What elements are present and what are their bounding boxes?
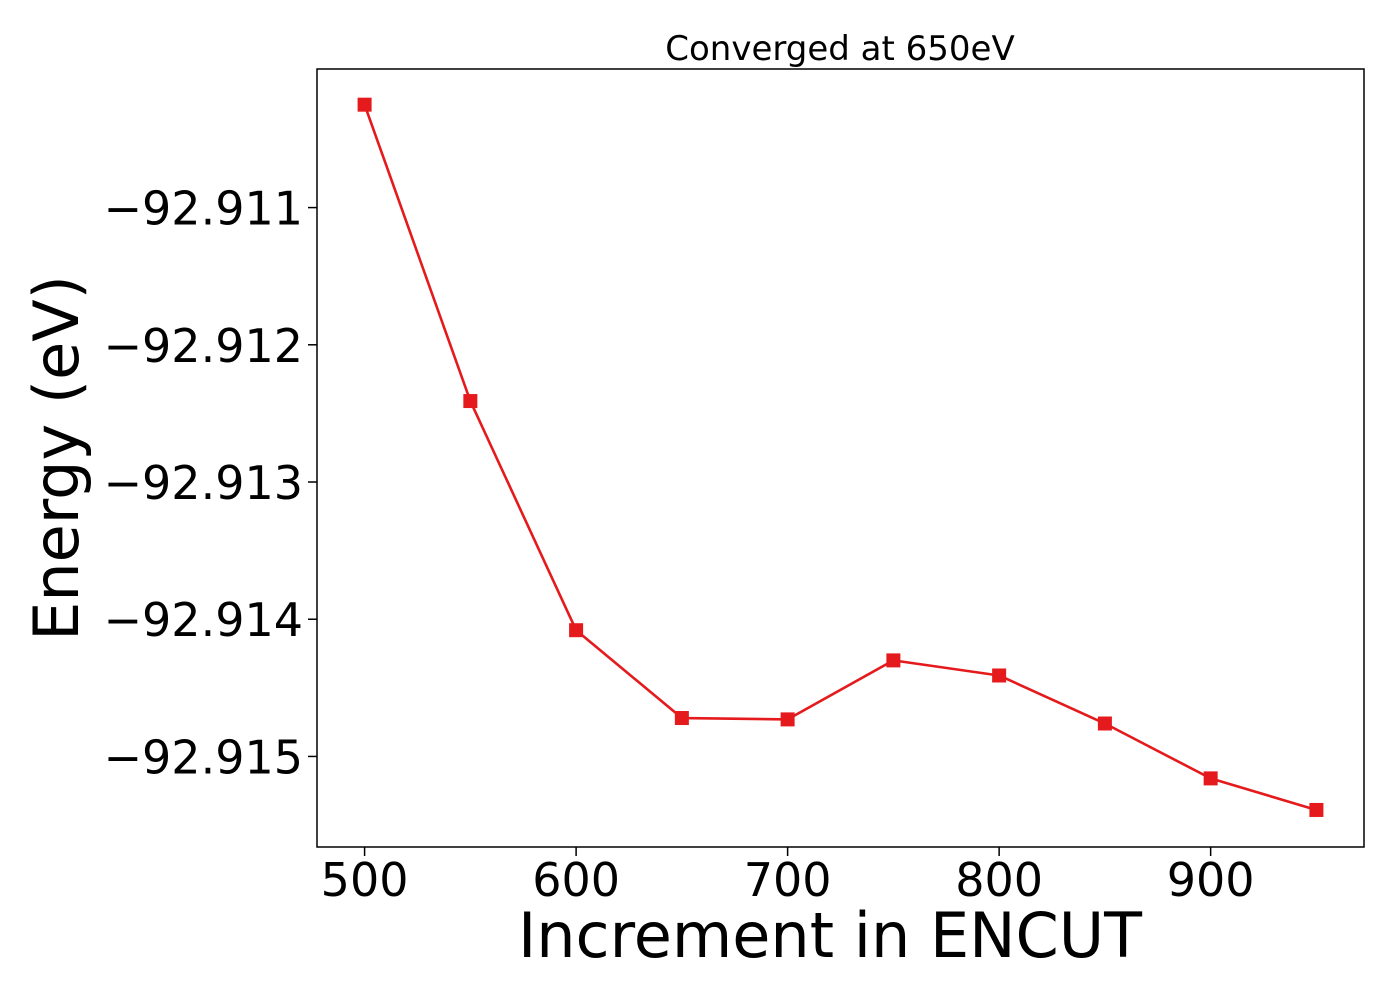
data-point bbox=[463, 394, 478, 409]
y-axis-label: Energy (eV) bbox=[20, 275, 93, 641]
data-point bbox=[1097, 716, 1112, 731]
x-axis-label: Increment in ENCUT bbox=[518, 899, 1143, 972]
y-tick-label: −92.914 bbox=[104, 593, 304, 647]
y-tick-label: −92.913 bbox=[104, 456, 304, 510]
data-point bbox=[992, 668, 1007, 683]
y-tick-label: −92.915 bbox=[104, 730, 304, 784]
chart-title: Converged at 650eV bbox=[665, 29, 1014, 69]
data-point bbox=[569, 623, 584, 638]
y-tick-label: −92.912 bbox=[104, 319, 304, 373]
x-tick-label: 600 bbox=[532, 853, 620, 907]
y-axis: −92.911 −92.912 −92.913 −92.914 −92.915 bbox=[104, 182, 317, 784]
data-point bbox=[1203, 771, 1218, 786]
data-point bbox=[357, 97, 372, 112]
x-tick-label: 800 bbox=[955, 853, 1043, 907]
axes-frame bbox=[316, 68, 1365, 848]
data-point bbox=[674, 711, 689, 726]
x-tick-label: 500 bbox=[321, 853, 409, 907]
y-tick-label: −92.911 bbox=[104, 182, 304, 236]
x-tick-label: 900 bbox=[1167, 853, 1255, 907]
series-line bbox=[363, 104, 1317, 812]
data-point bbox=[1309, 802, 1324, 817]
x-tick-label: 700 bbox=[744, 853, 832, 907]
series-layer bbox=[357, 97, 1324, 817]
x-axis: 500 600 700 800 900 bbox=[321, 847, 1255, 907]
data-point bbox=[886, 653, 901, 668]
plot-area bbox=[316, 68, 1365, 848]
data-point bbox=[780, 712, 795, 727]
